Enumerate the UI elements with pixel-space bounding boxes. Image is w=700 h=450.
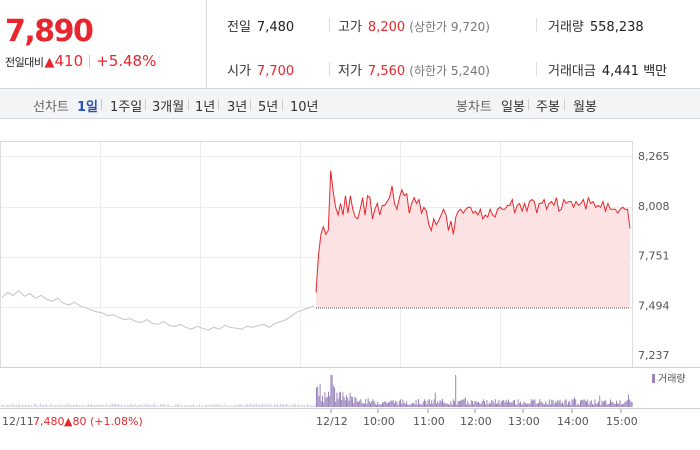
high-price: 고가 8,200 (상한가 9,720): [338, 20, 490, 35]
tab-5year[interactable]: 5년: [258, 100, 279, 115]
volume-legend: 거래량: [652, 373, 686, 385]
y-tick-label: 8,008: [638, 200, 670, 213]
tab-monthly-candle[interactable]: 월봉: [573, 100, 597, 115]
prev-day-change-pct: (+1.08%): [90, 415, 143, 428]
tab-1year[interactable]: 1년: [195, 100, 216, 115]
x-tick-label: 11:00: [413, 415, 445, 428]
low-price: 저가 7,560 (하한가 5,240): [338, 64, 490, 79]
today-price-line: [315, 170, 631, 293]
tab-weekly-candle[interactable]: 주봉: [536, 100, 560, 115]
tab-daily-candle[interactable]: 일봉: [501, 100, 525, 115]
x-tick-label: 12/12: [316, 415, 348, 428]
y-tick-label: 7,237: [638, 349, 670, 362]
tab-3year[interactable]: 3년: [227, 100, 248, 115]
x-axis-labels: 12/12 10:00 11:00 12:00 13:00 14:00 15:00: [316, 409, 638, 428]
up-arrow-icon: ▲: [44, 55, 55, 70]
volume-bars: [1, 375, 633, 407]
period-selector-bar: 선차트 1일 1주일 3개월 1년 3년 5년 10년 봉차트 일봉 주봉 월봉: [0, 89, 700, 119]
prev-day-change: ▲80: [64, 415, 86, 428]
divider: [282, 99, 283, 110]
trade-amount: 거래대금 4,441 백만: [548, 64, 668, 79]
x-tick-label: 12:00: [460, 415, 492, 428]
x-tick-label: 14:00: [557, 415, 589, 428]
price-chart: 8,265 8,008 7,751 7,494 7,237 12/12 10:00 11:0…: [0, 141, 700, 428]
y-tick-label: 8,265: [638, 150, 670, 163]
divider: [329, 18, 330, 32]
prev-day-price-line: [1, 289, 315, 331]
prev-day-close: 7,480: [33, 415, 65, 428]
quote-panel: 7,890 전일대비▲410 +5.48% 전일 7,480 시가 7,700 고가 8…: [0, 0, 700, 89]
volume: 거래량 558,238: [548, 20, 644, 35]
tab-3month[interactable]: 3개월: [152, 100, 185, 115]
x-tick-label: 15:00: [606, 415, 638, 428]
x-tick-label: 10:00: [363, 415, 395, 428]
current-price-box: 7,890 전일대비▲410 +5.48%: [0, 0, 207, 89]
divider: [145, 99, 146, 110]
x-tick-label: 13:00: [508, 415, 540, 428]
divider: [528, 99, 529, 110]
divider: [564, 99, 565, 110]
tab-10year[interactable]: 10년: [290, 100, 319, 115]
divider: [188, 99, 189, 110]
y-tick-label: 7,494: [638, 299, 670, 312]
line-chart-title: 선차트: [33, 100, 69, 115]
open-price: 시가 7,700: [227, 64, 295, 79]
divider: [536, 62, 537, 76]
y-axis-labels: 8,265 8,008 7,751 7,494 7,237: [638, 150, 670, 362]
tab-1week[interactable]: 1주일: [110, 100, 143, 115]
change-label: 전일대비: [5, 56, 44, 69]
price-change: 전일대비▲410 +5.48%: [5, 52, 156, 70]
candle-chart-title: 봉차트: [456, 100, 492, 115]
prev-close: 전일 7,480: [227, 20, 295, 35]
y-tick-label: 7,751: [638, 250, 670, 263]
current-price: 7,890: [5, 14, 94, 49]
volume-legend-label: 거래량: [658, 373, 686, 385]
divider: [329, 62, 330, 76]
change-value: 410: [54, 52, 84, 70]
tab-1day[interactable]: 1일: [77, 100, 99, 115]
divider: [536, 18, 537, 32]
today-price-area: [316, 170, 630, 308]
change-percent: +5.48%: [96, 52, 157, 70]
divider: [218, 99, 219, 110]
prev-day-summary: 12/11 7,480 ▲80 (+1.08%): [2, 415, 143, 428]
volume-legend-swatch: [652, 374, 655, 383]
divider: [89, 55, 91, 68]
divider: [250, 99, 251, 110]
prev-day-date: 12/11: [2, 415, 34, 428]
divider: [101, 99, 102, 110]
